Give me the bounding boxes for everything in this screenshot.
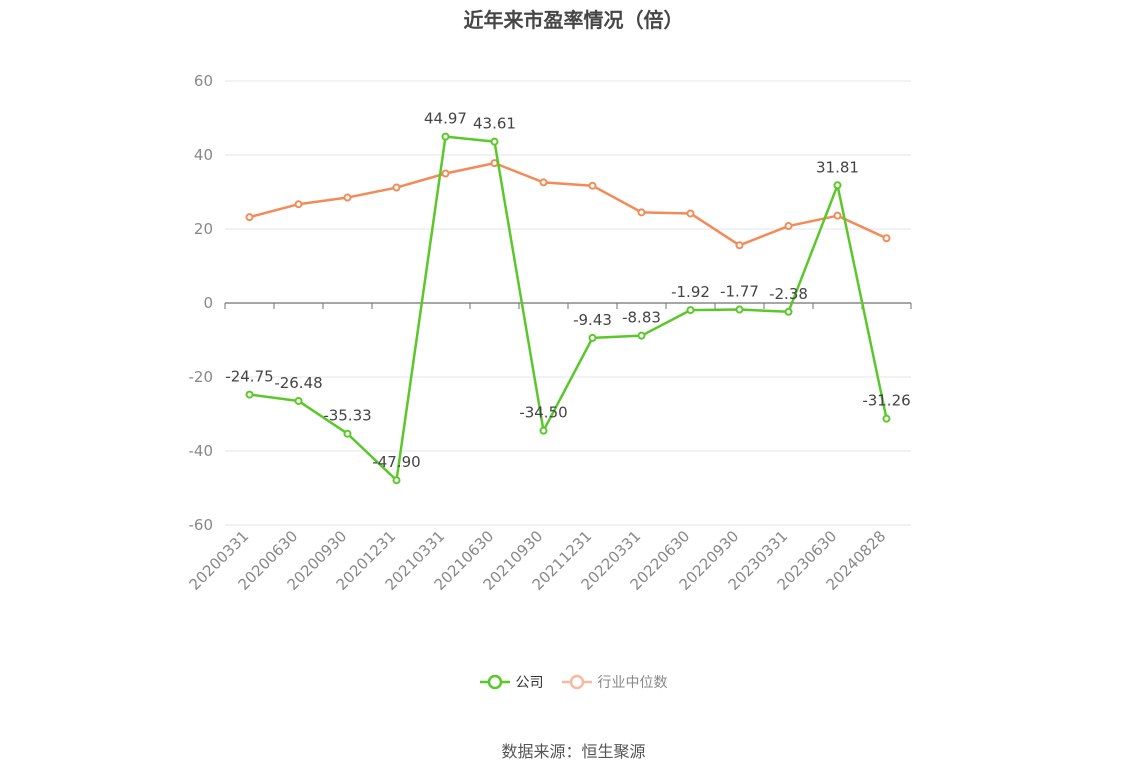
data-label: -47.90: [372, 453, 420, 471]
legend-line-marker-icon: [479, 674, 510, 690]
data-point: [588, 181, 597, 190]
legend-item-industry[interactable]: 行业中位数: [561, 672, 668, 692]
legend-line-marker-icon: [561, 674, 592, 690]
data-label: -26.48: [274, 374, 322, 392]
data-label: -24.75: [225, 368, 273, 386]
source-note: 数据来源：恒生聚源: [501, 742, 646, 761]
y-tick-label: 40: [194, 146, 213, 164]
data-label: -34.50: [519, 404, 567, 422]
data-labels: -24.75 -26.48-35.33 -47.90 44.97 43.61 -34.50…: [225, 110, 910, 472]
y-tick-label: -40: [189, 442, 214, 460]
data-point: [245, 390, 254, 399]
data-point: [392, 183, 401, 192]
y-tick-label: 20: [194, 220, 213, 238]
data-point: [882, 234, 891, 243]
data-point: [882, 414, 891, 423]
data-label: -9.43: [573, 311, 612, 329]
data-label: -1.77: [720, 283, 759, 301]
legend-item-company[interactable]: 公司: [479, 672, 544, 692]
data-point: [245, 213, 254, 222]
legend: 公司 行业中位数: [0, 672, 1147, 692]
data-point: [294, 396, 303, 405]
data-point: [343, 193, 352, 202]
data-point: [735, 241, 744, 250]
axes: 6040200-20-40-60202003312020063020200930…: [186, 72, 912, 594]
data-label: -2.38: [769, 285, 808, 303]
legend-label-industry: 行业中位数: [597, 675, 668, 691]
data-point: [784, 222, 793, 231]
data-label: 31.81: [816, 158, 859, 176]
grid-lines: [225, 80, 911, 526]
data-label: -31.26: [862, 392, 910, 410]
data-point: [784, 307, 793, 316]
chart-title: 近年来市盈率情况（倍）: [463, 8, 684, 32]
data-point: [637, 208, 646, 217]
data-label: 44.97: [424, 110, 467, 128]
data-label: -8.83: [622, 309, 661, 327]
data-label: 43.61: [473, 115, 516, 133]
series-line: [249, 161, 888, 247]
data-point: [343, 429, 352, 438]
data-point: [686, 306, 695, 315]
y-tick-label: 60: [194, 72, 213, 90]
y-tick-label: -20: [189, 368, 214, 386]
data-point: [392, 476, 401, 485]
y-tick-label: -60: [189, 516, 214, 534]
series: [245, 132, 891, 485]
data-point: [686, 209, 695, 218]
data-label: -35.33: [323, 407, 371, 425]
data-point: [441, 132, 450, 141]
data-point: [833, 181, 842, 190]
data-point: [539, 178, 548, 187]
data-point: [833, 211, 842, 220]
data-point: [588, 333, 597, 342]
data-point: [490, 137, 499, 146]
legend-label-company: 公司: [515, 675, 544, 691]
data-point: [441, 169, 450, 178]
series-line: [249, 135, 888, 482]
data-point: [735, 305, 744, 314]
data-point: [294, 200, 303, 209]
data-label: -1.92: [671, 283, 710, 301]
data-point: [637, 331, 646, 340]
y-tick-label: 0: [203, 294, 213, 312]
data-point: [539, 426, 548, 435]
